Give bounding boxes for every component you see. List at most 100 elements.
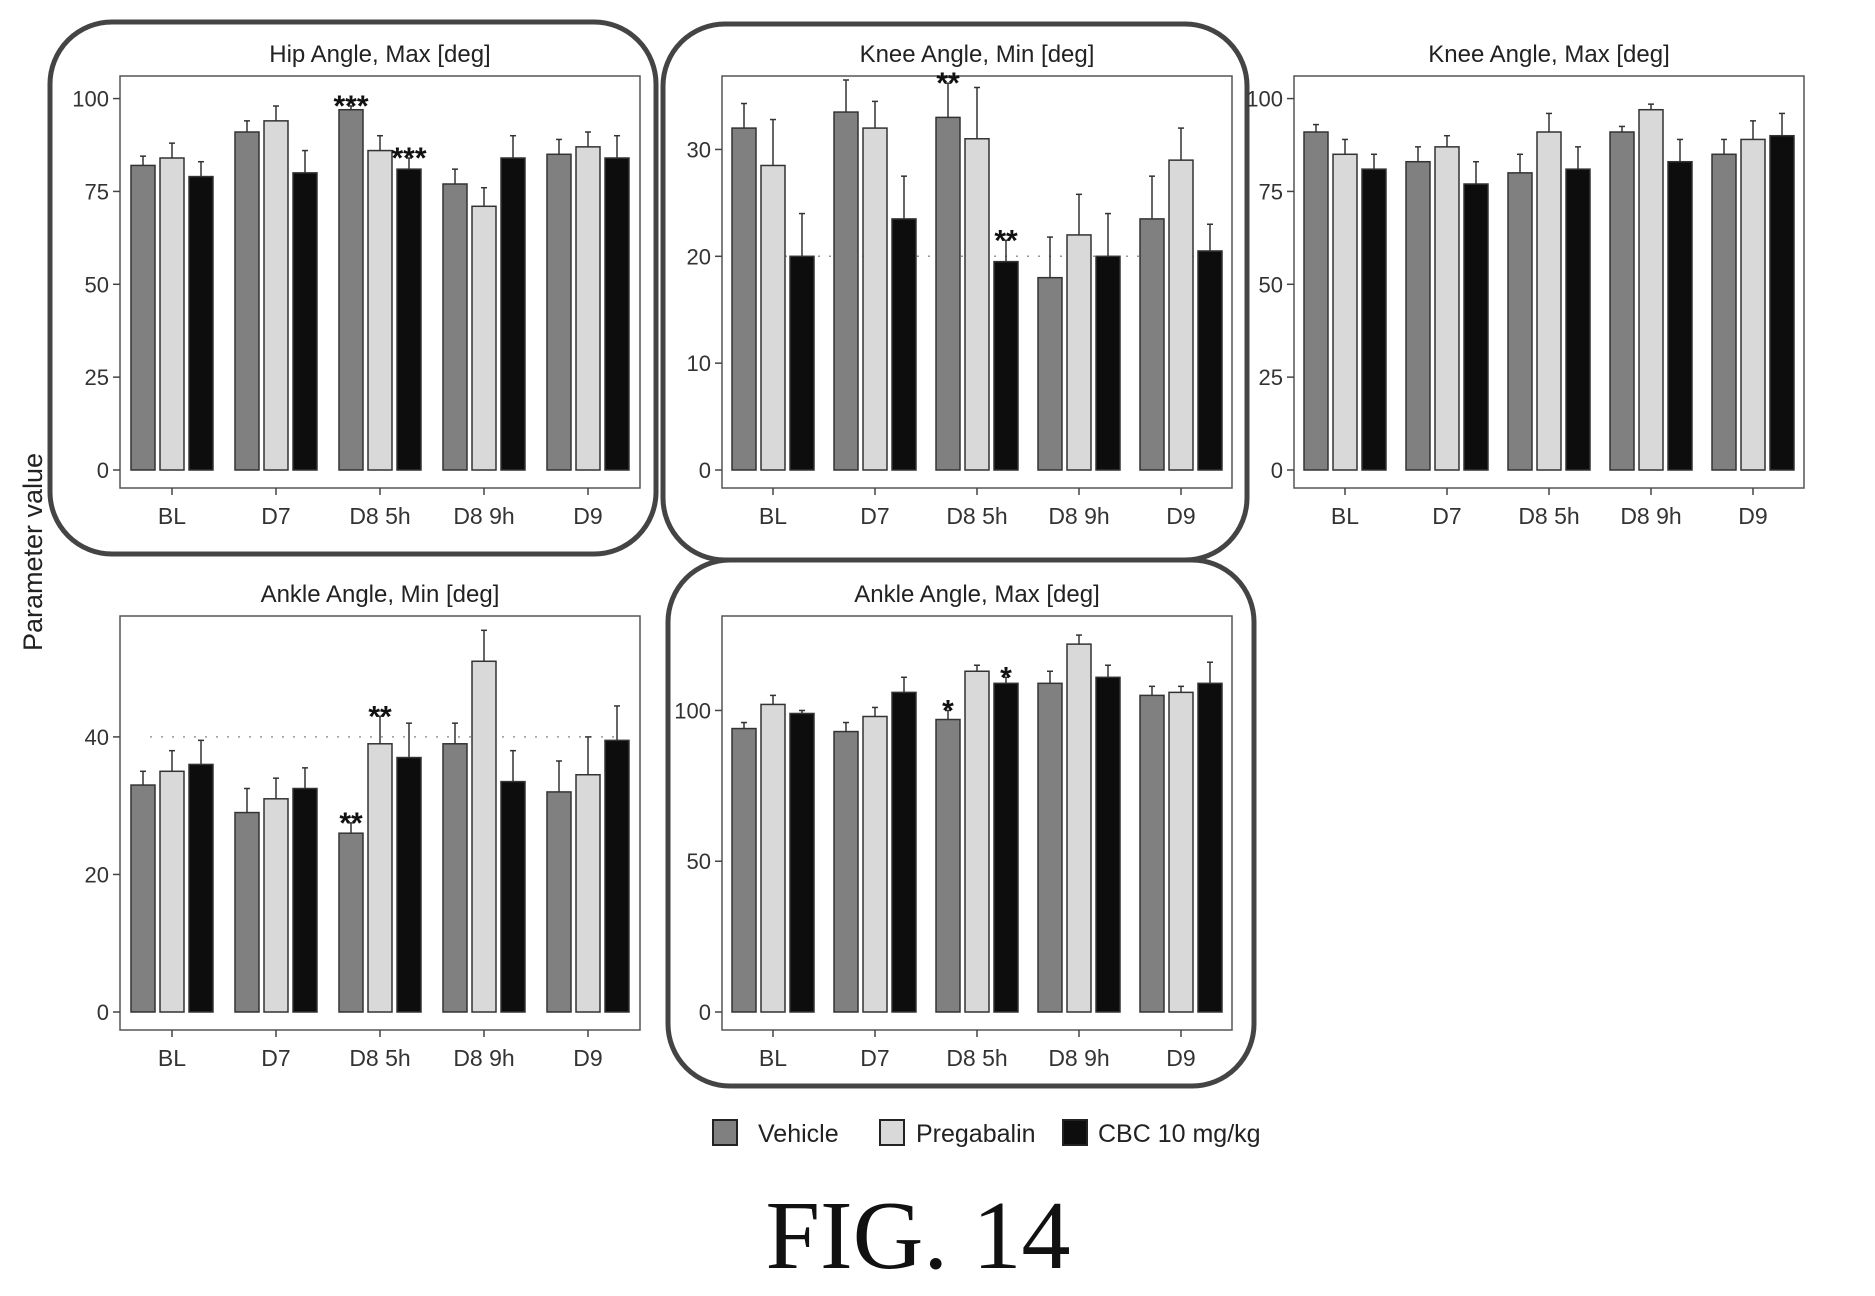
bar-pregabalin <box>1168 159 1194 471</box>
x-tick-label: D7 <box>261 503 290 529</box>
x-tick-label: D7 <box>860 1045 889 1071</box>
legend-swatch-cbc <box>1062 1119 1088 1146</box>
y-tick-label: 10 <box>687 351 711 376</box>
bar-cbc <box>500 780 526 1013</box>
bar-pregabalin <box>471 205 497 471</box>
bar-vehicle <box>442 743 468 1013</box>
bar-cbc <box>396 168 422 471</box>
bar-cbc <box>1095 676 1121 1013</box>
bar-pregabalin <box>1638 108 1664 471</box>
bar-cbc <box>1769 134 1795 471</box>
x-tick-label: D8 5h <box>1518 503 1579 529</box>
chart-panel-4: Ankle Angle, Min [deg] 0 20 40 BL D7 D8 5h D8 9… <box>85 581 641 1071</box>
chart-title: Ankle Angle, Min [deg] <box>261 581 500 608</box>
bar-vehicle <box>1711 153 1737 471</box>
y-tick-label: 75 <box>85 179 109 204</box>
significance-marker: * <box>942 694 954 727</box>
bar-vehicle <box>234 131 260 471</box>
significance-marker: ** <box>368 700 392 733</box>
bar-vehicle <box>234 811 260 1013</box>
x-tick-label: BL <box>158 1045 186 1071</box>
bar-pregabalin <box>1740 138 1766 471</box>
bar-pregabalin <box>1168 691 1194 1013</box>
bar-vehicle <box>1139 694 1165 1013</box>
y-tick-label: 50 <box>1259 272 1283 297</box>
x-tick-label: D9 <box>573 1045 602 1071</box>
x-tick-label: D7 <box>1432 503 1461 529</box>
chart-title: Knee Angle, Min [deg] <box>860 41 1095 68</box>
bar-pregabalin <box>263 798 289 1013</box>
x-tick-label: D8 9h <box>453 503 514 529</box>
chart-title: Knee Angle, Max [deg] <box>1428 41 1670 68</box>
x-tick-label: BL <box>759 1045 787 1071</box>
bar-cbc <box>1197 250 1223 471</box>
chart-title: Hip Angle, Max [deg] <box>269 41 490 68</box>
y-tick-label: 0 <box>97 458 109 483</box>
bar-vehicle <box>130 164 156 471</box>
bar-vehicle <box>935 116 961 471</box>
y-tick-label: 50 <box>687 849 711 874</box>
legend: Vehicle Pregabalin CBC 10 mg/kg <box>712 1119 1261 1148</box>
bar-cbc <box>891 218 917 471</box>
bar-vehicle <box>338 832 364 1013</box>
x-tick-label: D8 9h <box>1048 1045 1109 1071</box>
x-tick-label: D8 5h <box>946 503 1007 529</box>
y-tick-label: 20 <box>85 862 109 887</box>
bar-cbc <box>1463 183 1489 471</box>
bar-cbc <box>1565 168 1591 471</box>
legend-swatch-pregabalin <box>879 1119 905 1146</box>
x-tick-label: D8 9h <box>1048 503 1109 529</box>
x-tick-label: D8 9h <box>453 1045 514 1071</box>
x-tick-label: BL <box>1331 503 1359 529</box>
bar-pregabalin <box>575 146 601 471</box>
figure-caption: FIG. 14 <box>766 1182 1071 1290</box>
bar-cbc <box>993 682 1019 1013</box>
y-tick-label: 100 <box>674 698 711 723</box>
highlight-frame <box>665 557 1257 1089</box>
bar-cbc <box>604 157 630 471</box>
bar-vehicle <box>130 784 156 1013</box>
legend-label-pregabalin: Pregabalin <box>916 1120 1036 1148</box>
bar-vehicle <box>1609 131 1635 471</box>
bar-pregabalin <box>760 703 786 1013</box>
x-tick-label: D8 5h <box>349 1045 410 1071</box>
bar-vehicle <box>1507 172 1533 471</box>
bar-vehicle <box>546 791 572 1013</box>
bar-cbc <box>1667 160 1693 471</box>
bar-vehicle <box>1139 218 1165 471</box>
y-tick-label: 75 <box>1259 179 1283 204</box>
bar-cbc <box>292 172 318 471</box>
x-tick-label: D8 5h <box>946 1045 1007 1071</box>
bar-pregabalin <box>367 149 393 471</box>
y-tick-label: 100 <box>1246 87 1283 112</box>
bar-vehicle <box>833 111 859 471</box>
x-tick-label: BL <box>759 503 787 529</box>
bar-pregabalin <box>159 770 185 1013</box>
bar-pregabalin <box>862 127 888 471</box>
y-tick-label: 0 <box>699 1000 711 1025</box>
bar-vehicle <box>442 183 468 471</box>
highlight-frame <box>47 19 659 557</box>
bar-pregabalin <box>575 773 601 1013</box>
chart-panel-2: Knee Angle, Min [deg] 0 10 20 30 BL D7 D8 5h D8 … <box>660 21 1250 563</box>
y-tick-label: 0 <box>699 458 711 483</box>
x-tick-label: D9 <box>1166 1045 1195 1071</box>
bar-pregabalin <box>964 670 990 1013</box>
bar-cbc <box>789 255 815 471</box>
y-tick-label: 100 <box>72 87 109 112</box>
x-tick-label: D8 9h <box>1620 503 1681 529</box>
bar-pregabalin <box>1066 643 1092 1013</box>
bar-pregabalin <box>1434 146 1460 471</box>
bar-pregabalin <box>367 743 393 1013</box>
bar-pregabalin <box>964 138 990 471</box>
legend-label-cbc: CBC 10 mg/kg <box>1098 1120 1261 1148</box>
chart-panel-5: Ankle Angle, Max [deg] 0 50 100 BL D7 D8 5h D8 … <box>665 557 1257 1089</box>
bar-cbc <box>993 260 1019 471</box>
x-tick-label: D9 <box>1166 503 1195 529</box>
significance-marker: ** <box>994 224 1018 257</box>
chart-panel-1: Hip Angle, Max [deg] 0 25 50 75 100 BL D7 D8 5h D… <box>47 19 659 557</box>
bar-vehicle <box>546 153 572 471</box>
y-tick-label: 40 <box>85 725 109 750</box>
